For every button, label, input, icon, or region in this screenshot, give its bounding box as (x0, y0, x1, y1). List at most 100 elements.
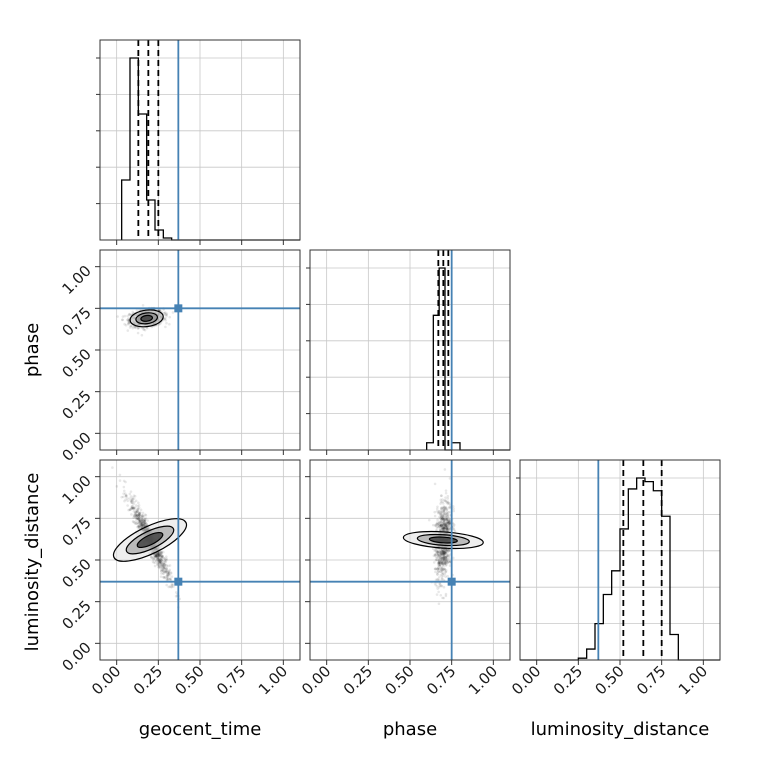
scatter-point (159, 565, 162, 569)
scatter-point (163, 312, 167, 315)
scatter-point (135, 514, 138, 518)
scatter-point (445, 548, 448, 552)
scatter-point (167, 564, 170, 568)
scatter-point (129, 499, 132, 502)
scatter-point (162, 576, 165, 579)
scatter-point (159, 561, 163, 565)
scatter-point (132, 506, 135, 510)
scatter-point (439, 523, 443, 527)
scatter-point (164, 560, 168, 563)
scatter-point (444, 513, 448, 517)
scatter-point (448, 549, 452, 552)
scatter-point (435, 521, 439, 524)
scatter-point (444, 525, 447, 529)
scatter-point (165, 555, 168, 558)
scatter-point (163, 317, 166, 321)
scatter-point (442, 525, 445, 529)
scatter-point (140, 525, 144, 528)
scatter-point (436, 571, 439, 574)
scatter-point (437, 559, 441, 562)
scatter-point (159, 562, 162, 566)
scatter-point (445, 525, 448, 529)
scatter-point (437, 567, 441, 571)
scatter-point (447, 559, 450, 563)
scatter-point (438, 515, 441, 519)
scatter-point (126, 318, 129, 322)
scatter-point (157, 565, 161, 569)
scatter-point (139, 511, 142, 514)
scatter-point (164, 313, 168, 316)
scatter-point (447, 521, 451, 524)
scatter-point (444, 499, 448, 503)
scatter-point (157, 565, 160, 569)
scatter-point (160, 557, 163, 561)
scatter-point (164, 558, 167, 562)
scatter-point (443, 551, 447, 554)
scatter-panel-luminosity-distance-vs-phase (305, 459, 511, 665)
scatter-point (440, 528, 444, 531)
scatter-point (438, 524, 442, 528)
scatter-point (439, 568, 443, 571)
scatter-point (160, 552, 163, 555)
scatter-point (156, 552, 160, 556)
scatter-point (127, 312, 131, 316)
scatter-point (440, 552, 443, 556)
scatter-point (161, 550, 165, 554)
scatter-point (137, 501, 140, 505)
scatter-point (163, 565, 167, 568)
scatter-point (444, 489, 448, 492)
scatter-point (136, 517, 140, 521)
scatter-point (123, 499, 126, 503)
scatter-point (442, 526, 445, 530)
scatter-point (138, 519, 142, 522)
histogram-step (426, 267, 510, 451)
scatter-point (440, 550, 443, 554)
scatter-point (438, 582, 441, 585)
scatter-point (126, 319, 130, 323)
scatter-point (156, 562, 159, 565)
scatter-point (163, 564, 166, 568)
scatter-point (157, 555, 160, 559)
scatter-point (165, 578, 169, 582)
scatter-point (438, 553, 442, 556)
scatter-point (137, 522, 140, 526)
scatter-point (447, 506, 451, 510)
scatter-point (163, 570, 167, 573)
scatter-point (139, 526, 142, 529)
scatter-point (444, 570, 448, 574)
scatter-point (166, 575, 170, 578)
scatter-point (165, 558, 168, 562)
scatter-point (162, 561, 166, 564)
scatter-point (445, 518, 449, 521)
scatter-point (440, 549, 444, 552)
scatter-point (142, 524, 145, 528)
scatter-point (133, 500, 136, 504)
scatter-point (434, 555, 438, 559)
scatter-point (136, 509, 139, 513)
scatter-point (164, 325, 167, 329)
scatter-point (434, 583, 437, 587)
scatter-point (443, 556, 446, 559)
scatter-point (131, 501, 134, 505)
scatter-point (141, 511, 145, 515)
scatter-point (438, 554, 442, 557)
scatter-point (440, 515, 443, 519)
scatter-point (436, 552, 440, 555)
scatter-point (165, 557, 168, 561)
scatter-point (442, 596, 446, 600)
scatter-point (127, 321, 130, 324)
scatter-point (443, 527, 447, 531)
scatter-point (444, 523, 448, 527)
truth-marker (447, 577, 456, 586)
scatter-point (156, 552, 159, 556)
scatter-point (441, 553, 444, 557)
scatter-point (134, 520, 138, 523)
scatter-point (440, 562, 444, 565)
scatter-point (443, 518, 446, 522)
scatter-point (452, 527, 455, 531)
scatter-point (433, 524, 437, 527)
scatter-point (442, 553, 445, 557)
scatter-point (156, 557, 159, 561)
scatter-point (140, 524, 144, 528)
